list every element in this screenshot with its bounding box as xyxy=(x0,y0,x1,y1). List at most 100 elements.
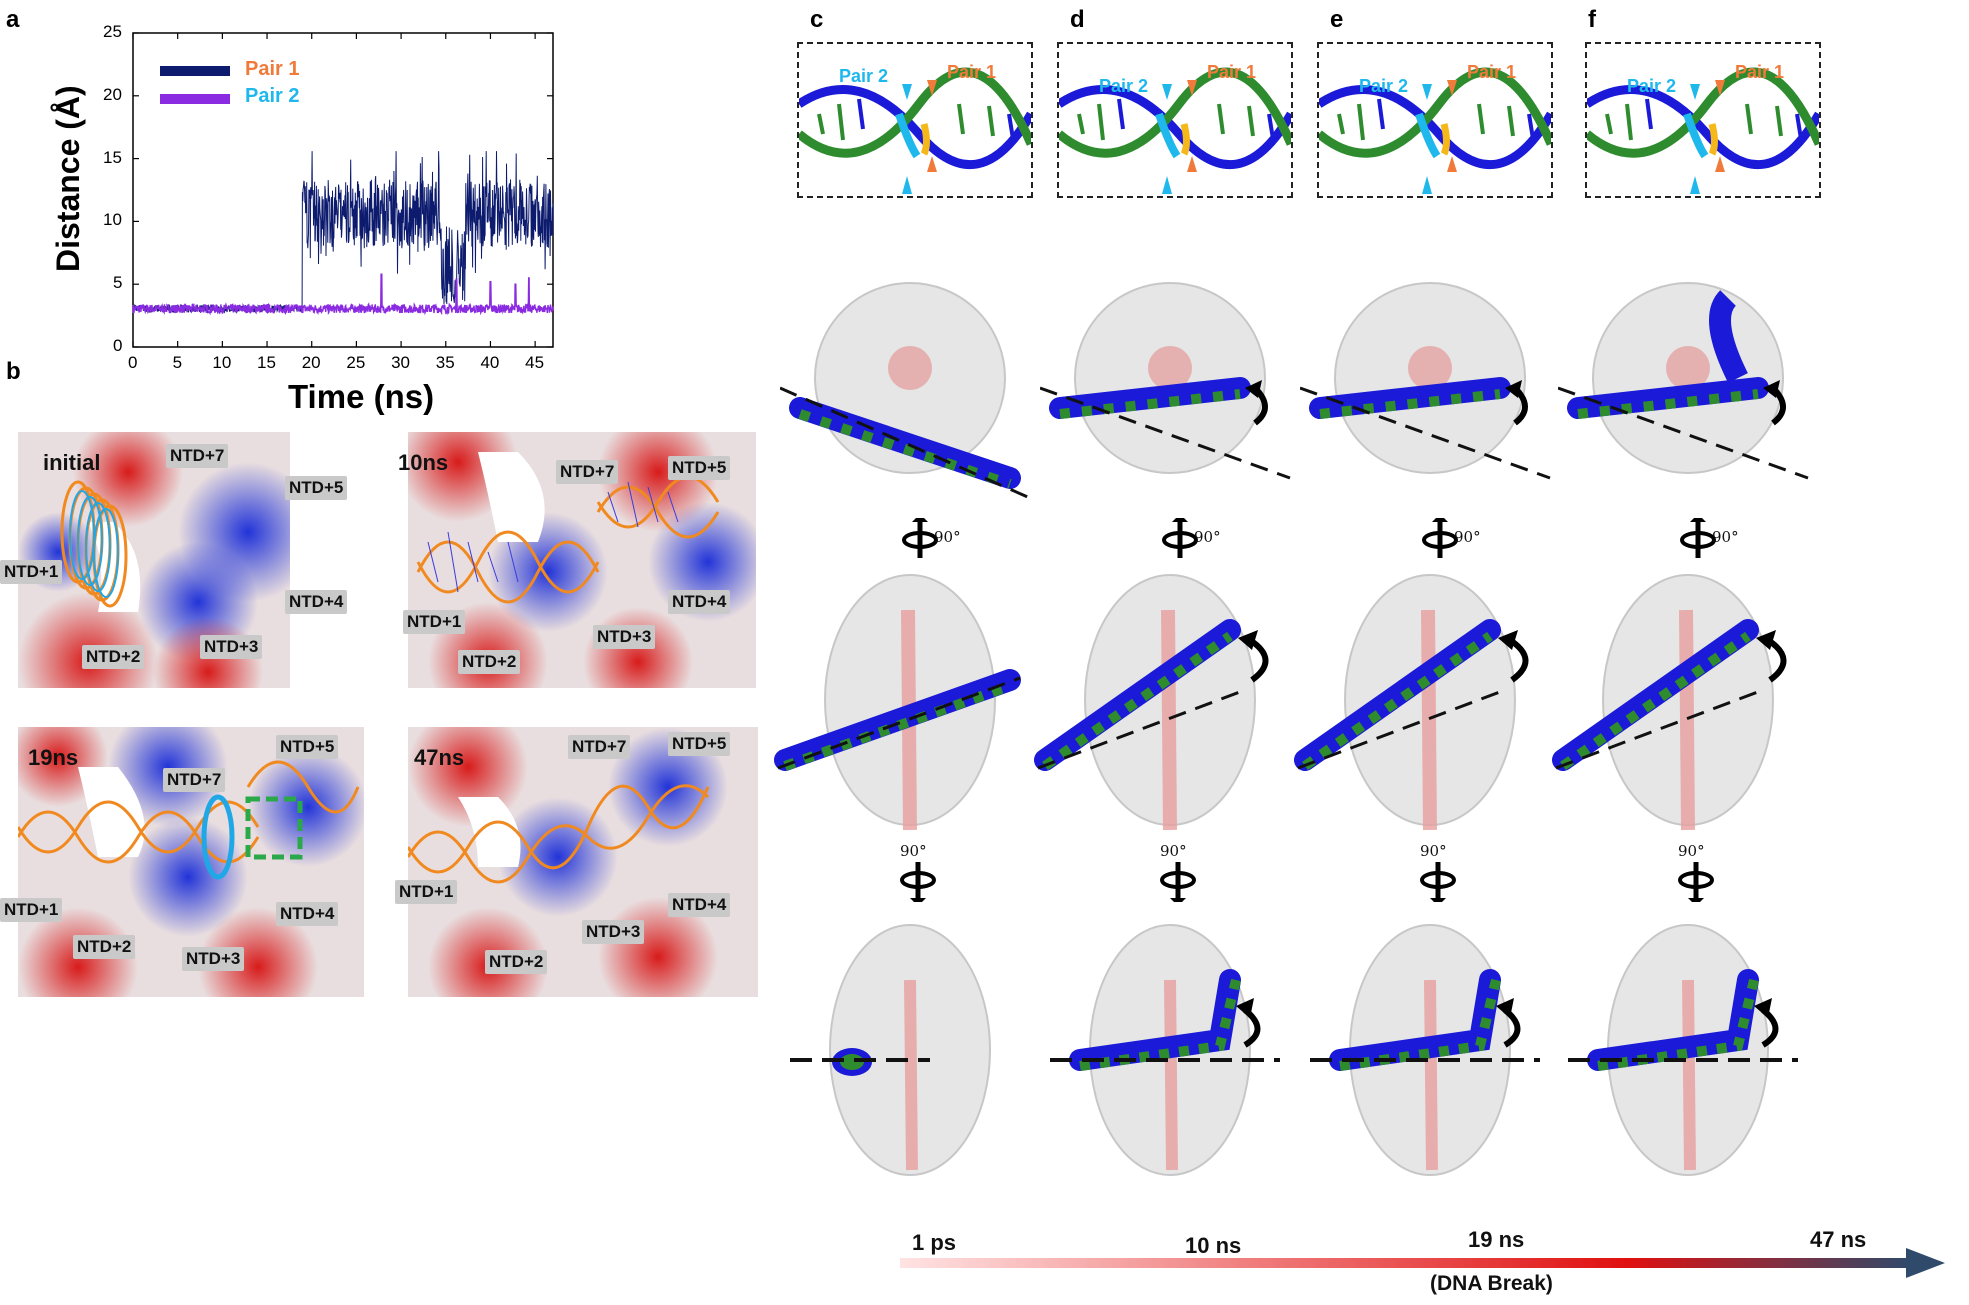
ntd-label: NTD+7 xyxy=(568,735,631,759)
distance-chart xyxy=(132,32,554,348)
protein-top-view-1 xyxy=(1040,282,1291,480)
y-tick-label: 15 xyxy=(103,147,122,167)
dna-inset-1 xyxy=(1057,42,1293,198)
rotation-degree-label: 90° xyxy=(934,528,961,546)
ntd-label: NTD+1 xyxy=(0,898,63,922)
protein-front-view-2 xyxy=(1310,924,1540,1176)
protein-side-view-1 xyxy=(1034,574,1269,831)
x-tick-label: 0 xyxy=(128,353,138,372)
panel-label-f: f xyxy=(1588,6,1596,33)
frame-time-19ns: 19ns xyxy=(28,745,79,770)
dna-inset-image xyxy=(1319,67,1551,194)
rotate-icon xyxy=(1162,518,1198,558)
x-tick-label: 10 xyxy=(212,353,232,372)
rotation-degree-label: 90° xyxy=(1420,842,1447,860)
rotation-degree-label: 90° xyxy=(1160,842,1187,860)
ntd-label: NTD+5 xyxy=(276,735,339,759)
rotate-icon xyxy=(1160,862,1196,902)
panel-label-d: d xyxy=(1070,6,1085,33)
dna-inset-3 xyxy=(1585,42,1821,198)
x-tick-label: 15 xyxy=(257,353,276,372)
ntd-label: NTD+4 xyxy=(668,893,731,917)
protein-side-view-3 xyxy=(1552,574,1787,831)
series-line-pair2 xyxy=(132,273,554,316)
timeline-label-1ps: 1 ps xyxy=(912,1230,957,1255)
protein-top-view-0 xyxy=(780,282,1031,500)
ntd-label: NTD+2 xyxy=(73,935,136,959)
ntd-label: NTD+2 xyxy=(485,950,548,974)
rotate-icon xyxy=(1678,862,1714,902)
rotation-degree-label: 90° xyxy=(1712,528,1739,546)
protein-top-view-3 xyxy=(1558,282,1809,480)
timeline-note: (DNA Break) xyxy=(1430,1272,1553,1295)
ntd-label: NTD+5 xyxy=(285,476,348,500)
ntd-label: NTD+4 xyxy=(276,902,339,926)
y-tick-label: 10 xyxy=(103,210,122,230)
pair2-label: Pair 2 xyxy=(1099,76,1149,96)
x-tick-label: 20 xyxy=(301,353,321,372)
protein-front-view-3 xyxy=(1568,924,1798,1176)
ntd-label: NTD+3 xyxy=(200,635,263,659)
ntd-label: NTD+7 xyxy=(163,768,226,792)
dna-inset-0 xyxy=(797,42,1033,198)
frame-time-47ns: 47ns xyxy=(414,745,465,770)
y-tick-label: 5 xyxy=(113,273,123,293)
protein-top-view-2 xyxy=(1300,282,1551,480)
protein-front-view-1 xyxy=(1050,924,1280,1176)
protein-side-view-2 xyxy=(1294,574,1529,831)
panel-label-e: e xyxy=(1330,6,1344,33)
pair2-label: Pair 2 xyxy=(1359,76,1409,96)
dna-inset-image xyxy=(1059,67,1291,194)
chart-xlabel: Time (ns) xyxy=(288,378,435,415)
timeline-arrow xyxy=(900,1248,1945,1278)
frame-time-initial: initial xyxy=(43,450,101,475)
x-tick-label: 35 xyxy=(435,353,455,372)
ntd-label: NTD+1 xyxy=(0,560,63,584)
ntd-label: NTD+7 xyxy=(556,460,619,484)
x-tick-label: 45 xyxy=(525,353,545,372)
surface-frame-47ns xyxy=(408,727,758,997)
rotation-degree-label: 90° xyxy=(900,842,927,860)
ntd-label: NTD+5 xyxy=(668,732,731,756)
ntd-label: NTD+4 xyxy=(668,590,731,614)
rotation-degree-label: 90° xyxy=(1454,528,1481,546)
panel-label-c: c xyxy=(810,6,824,33)
ntd-label: NTD+3 xyxy=(182,947,245,971)
y-tick-label: 0 xyxy=(113,336,123,355)
x-tick-label: 5 xyxy=(172,353,183,372)
rotate-icon xyxy=(1422,518,1458,558)
pair2-label: Pair 2 xyxy=(1627,76,1677,96)
legend-swatch-pair1 xyxy=(160,66,230,76)
timeline-label-10ns: 10 ns xyxy=(1185,1233,1242,1258)
y-tick-label: 20 xyxy=(103,84,122,104)
rotate-icon xyxy=(902,518,938,558)
y-tick-label: 25 xyxy=(103,22,122,41)
pair1-label: Pair 1 xyxy=(1735,62,1785,82)
timeline-label-19ns: 19 ns xyxy=(1468,1227,1525,1252)
ntd-label: NTD+3 xyxy=(582,920,645,944)
panel-label-b: b xyxy=(6,358,21,385)
pair1-label: Pair 1 xyxy=(1467,62,1517,82)
ntd-label: NTD+5 xyxy=(668,456,731,480)
ntd-label: NTD+7 xyxy=(166,444,229,468)
dna-inset-2 xyxy=(1317,42,1553,198)
ntd-label: NTD+2 xyxy=(458,650,521,674)
pair1-label: Pair 1 xyxy=(947,62,997,82)
x-tick-label: 40 xyxy=(480,353,500,372)
panel-label-a: a xyxy=(6,6,20,33)
ntd-label: NTD+1 xyxy=(395,880,458,904)
legend-label-pair1: Pair 1 xyxy=(245,58,300,80)
surface-image-47ns xyxy=(408,727,758,997)
rotation-degree-label: 90° xyxy=(1194,528,1221,546)
timeline-label-47ns: 47 ns xyxy=(1810,1227,1867,1252)
ntd-label: NTD+2 xyxy=(82,645,145,669)
ntd-label: NTD+3 xyxy=(593,625,656,649)
x-tick-label: 30 xyxy=(391,353,410,372)
legend-label-pair2: Pair 2 xyxy=(245,85,300,107)
dna-inset-image xyxy=(799,67,1031,194)
ntd-label: NTD+4 xyxy=(285,590,348,614)
protein-side-view-0 xyxy=(774,574,1021,831)
rotate-icon xyxy=(1420,862,1456,902)
plot-frame xyxy=(132,32,554,348)
rotation-degree-label: 90° xyxy=(1678,842,1705,860)
